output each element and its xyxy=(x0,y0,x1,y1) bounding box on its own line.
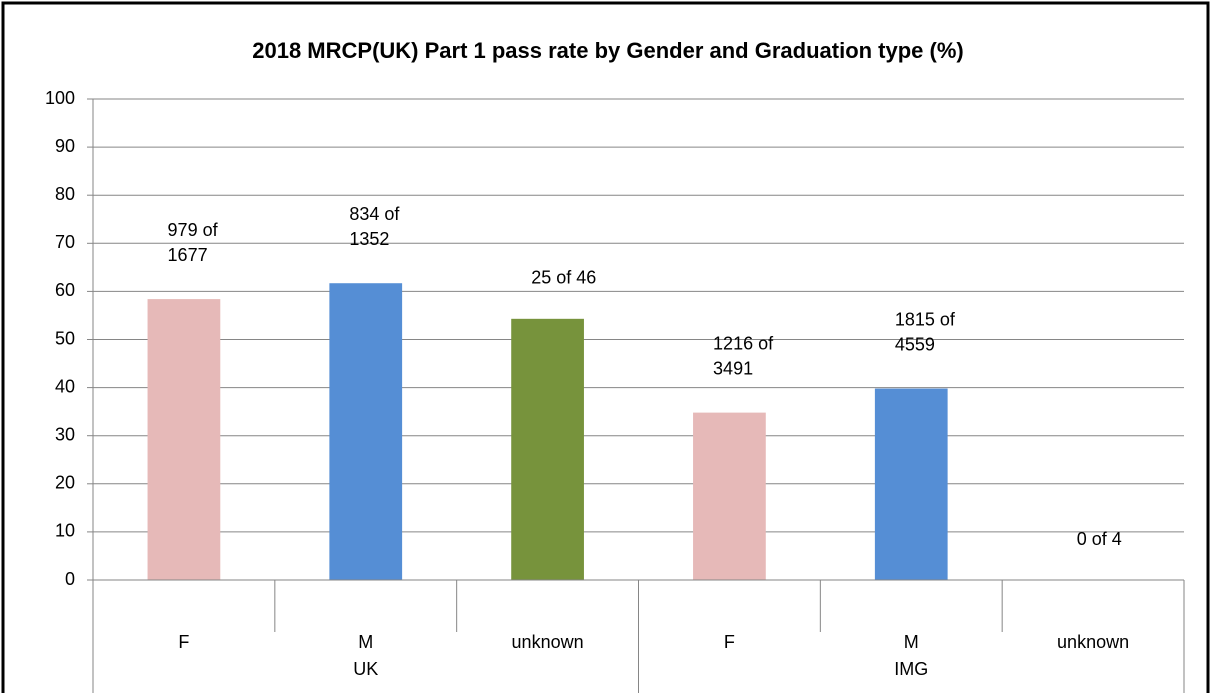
y-tick-label: 0 xyxy=(65,569,75,589)
bar xyxy=(329,283,403,580)
data-label: 979 of 1677 xyxy=(168,220,219,265)
y-tick-label: 50 xyxy=(55,328,75,348)
bar xyxy=(511,318,584,580)
data-label: 25 of 46 xyxy=(531,268,596,288)
bar xyxy=(147,299,221,580)
chart-title: 2018 MRCP(UK) Part 1 pass rate by Gender… xyxy=(252,38,964,63)
x-tick-label: F xyxy=(178,632,189,652)
y-tick-label: 60 xyxy=(55,280,75,300)
x-tick-label: F xyxy=(724,632,735,652)
x-tick-label: M xyxy=(904,632,919,652)
data-label: 1815 of 4559 xyxy=(895,309,956,354)
data-label: 834 of 1352 xyxy=(349,204,400,249)
x-tick-label: M xyxy=(358,632,373,652)
y-tick-label: 100 xyxy=(45,88,75,108)
y-tick-label: 90 xyxy=(55,136,75,156)
y-tick-label: 30 xyxy=(55,424,75,444)
y-tick-label: 40 xyxy=(55,376,75,396)
y-tick-label: 70 xyxy=(55,232,75,252)
y-tick-label: 10 xyxy=(55,521,75,541)
group-label: UK xyxy=(353,659,378,679)
y-tick-label: 80 xyxy=(55,184,75,204)
x-tick-label: unknown xyxy=(1057,632,1129,652)
y-tick-label: 20 xyxy=(55,473,75,493)
bar xyxy=(874,388,948,580)
bar xyxy=(693,412,766,580)
data-label: 1216 of 3491 xyxy=(713,333,774,378)
group-label: IMG xyxy=(894,659,928,679)
data-label: 0 of 4 xyxy=(1077,529,1122,549)
x-tick-label: unknown xyxy=(512,632,584,652)
